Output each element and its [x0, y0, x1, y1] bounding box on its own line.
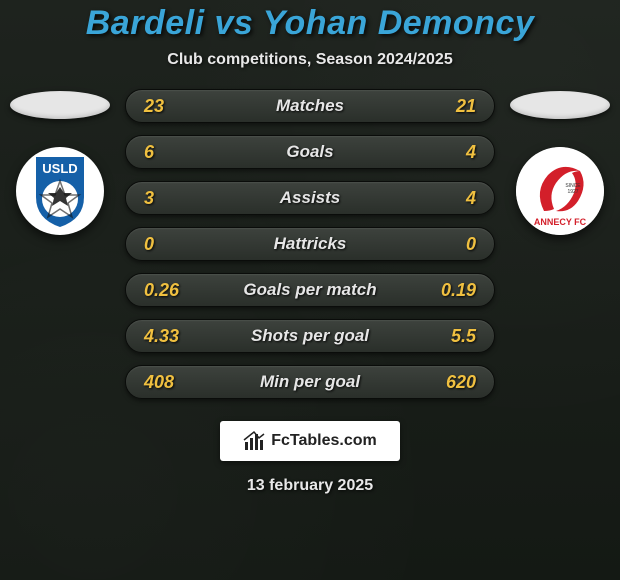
stat-right-value: 5.5: [426, 326, 476, 347]
stat-label: Hattricks: [274, 234, 347, 254]
stat-row: 0.26 Goals per match 0.19: [125, 273, 495, 307]
stat-row: 0 Hattricks 0: [125, 227, 495, 261]
svg-text:ANNECY FC: ANNECY FC: [534, 217, 587, 227]
stat-right-value: 620: [426, 372, 476, 393]
right-club-badge: SINCE 1927 ANNECY FC: [516, 147, 604, 235]
stat-right-value: 4: [426, 142, 476, 163]
stat-left-value: 3: [144, 188, 194, 209]
stat-right-value: 4: [426, 188, 476, 209]
right-flag-ellipse: [510, 91, 610, 119]
page-title: Bardeli vs Yohan Demoncy: [86, 4, 535, 43]
stat-label: Assists: [280, 188, 340, 208]
stat-left-value: 23: [144, 96, 194, 117]
stat-row: 6 Goals 4: [125, 135, 495, 169]
stat-left-value: 408: [144, 372, 194, 393]
stat-right-value: 0: [426, 234, 476, 255]
chart-icon: [243, 430, 265, 452]
stat-label: Shots per goal: [251, 326, 369, 346]
stat-left-value: 0.26: [144, 280, 194, 301]
annecy-logo-icon: SINCE 1927 ANNECY FC: [516, 147, 604, 235]
stat-label: Min per goal: [260, 372, 360, 392]
comparison-card: Bardeli vs Yohan Demoncy Club competitio…: [0, 0, 620, 580]
svg-text:USLD: USLD: [42, 161, 77, 176]
page-subtitle: Club competitions, Season 2024/2025: [167, 51, 452, 69]
stat-row: 408 Min per goal 620: [125, 365, 495, 399]
stat-left-value: 4.33: [144, 326, 194, 347]
usld-logo-icon: USLD: [16, 147, 104, 235]
stat-label: Matches: [276, 96, 344, 116]
footer-date: 13 february 2025: [247, 477, 373, 495]
right-player-column: SINCE 1927 ANNECY FC: [505, 89, 615, 235]
stats-column: 23 Matches 21 6 Goals 4 3 Assists 4 0 Ha…: [125, 89, 495, 399]
stat-row: 23 Matches 21: [125, 89, 495, 123]
left-flag-ellipse: [10, 91, 110, 119]
stat-label: Goals: [286, 142, 333, 162]
stat-row: 4.33 Shots per goal 5.5: [125, 319, 495, 353]
left-club-badge: USLD: [16, 147, 104, 235]
stat-row: 3 Assists 4: [125, 181, 495, 215]
stat-right-value: 0.19: [426, 280, 476, 301]
stat-label: Goals per match: [243, 280, 376, 300]
footer-logo-text: FcTables.com: [271, 432, 377, 450]
main-row: USLD 23 Matches 21 6 Goals 4 3 Assis: [0, 89, 620, 399]
svg-text:1927: 1927: [567, 189, 578, 195]
left-player-column: USLD: [5, 89, 115, 235]
stat-left-value: 6: [144, 142, 194, 163]
footer-logo[interactable]: FcTables.com: [220, 421, 400, 461]
stat-right-value: 21: [426, 96, 476, 117]
stat-left-value: 0: [144, 234, 194, 255]
